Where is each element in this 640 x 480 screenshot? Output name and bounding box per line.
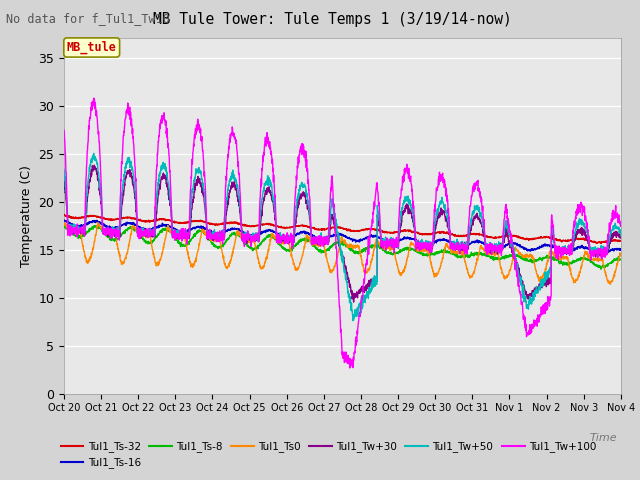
Tul1_Ts-32 xyxy=(116,216,124,222)
Tul1_Tw+100 xyxy=(116,210,124,216)
Tul1_Tw+30 xyxy=(236,210,244,216)
Tul1_Ts-32 xyxy=(609,238,617,244)
Tul1_Ts-32 xyxy=(597,240,605,246)
Tul1_Tw+100 xyxy=(346,365,354,371)
Tul1_Ts-32 xyxy=(617,238,625,243)
Tul1_Tw+50 xyxy=(236,204,244,210)
Tul1_Tw+100 xyxy=(617,221,625,227)
Tul1_Ts-16 xyxy=(376,235,384,241)
Text: MB_tule: MB_tule xyxy=(67,41,116,54)
Line: Tul1_Ts-16: Tul1_Ts-16 xyxy=(64,220,621,255)
Tul1_Ts-16 xyxy=(617,247,625,252)
Tul1_Ts-16 xyxy=(609,246,617,252)
Tul1_Ts0 xyxy=(236,230,244,236)
Tul1_Tw+50 xyxy=(617,233,625,239)
Tul1_Ts-8 xyxy=(116,234,124,240)
Line: Tul1_Tw+30: Tul1_Tw+30 xyxy=(64,165,621,302)
Tul1_Ts-8 xyxy=(236,234,244,240)
Tul1_Tw+50 xyxy=(542,273,550,279)
Tul1_Ts0 xyxy=(617,251,625,257)
Tul1_Tw+50 xyxy=(376,225,384,230)
Tul1_Tw+100 xyxy=(376,224,384,230)
Tul1_Ts0 xyxy=(510,252,518,258)
Tul1_Tw+100 xyxy=(90,95,98,101)
Tul1_Tw+100 xyxy=(236,189,244,194)
Tul1_Tw+50 xyxy=(60,167,68,172)
Tul1_Ts-8 xyxy=(60,224,68,229)
Tul1_Tw+50 xyxy=(116,229,124,235)
Tul1_Ts0 xyxy=(609,275,617,281)
Tul1_Ts-16 xyxy=(61,217,68,223)
Tul1_Ts-8 xyxy=(617,257,625,263)
Tul1_Ts-16 xyxy=(542,243,550,249)
Line: Tul1_Ts-8: Tul1_Ts-8 xyxy=(64,226,621,269)
Tul1_Tw+50 xyxy=(609,223,617,228)
Tul1_Tw+30 xyxy=(617,235,625,240)
Tul1_Ts-16 xyxy=(595,252,603,258)
Line: Tul1_Ts0: Tul1_Ts0 xyxy=(64,222,621,284)
Tul1_Ts-16 xyxy=(236,228,244,233)
Tul1_Ts-32 xyxy=(376,228,383,233)
Tul1_Tw+30 xyxy=(116,230,124,236)
Tul1_Ts0 xyxy=(116,253,124,259)
Tul1_Tw+100 xyxy=(609,212,617,218)
Tul1_Tw+50 xyxy=(90,151,97,156)
Tul1_Ts0 xyxy=(60,219,68,225)
Tul1_Tw+100 xyxy=(542,303,550,309)
Tul1_Ts-16 xyxy=(510,240,518,246)
Tul1_Tw+30 xyxy=(350,299,358,305)
Line: Tul1_Tw+50: Tul1_Tw+50 xyxy=(64,154,621,321)
Tul1_Ts-16 xyxy=(60,218,68,224)
Tul1_Tw+30 xyxy=(90,162,98,168)
Tul1_Ts-16 xyxy=(116,223,124,229)
Tul1_Tw+50 xyxy=(511,250,518,256)
Tul1_Ts-32 xyxy=(541,235,549,240)
Tul1_Tw+100 xyxy=(511,255,518,261)
Tul1_Tw+30 xyxy=(542,276,550,282)
Tul1_Ts0 xyxy=(541,266,549,272)
Tul1_Ts-8 xyxy=(91,223,99,228)
Tul1_Tw+30 xyxy=(60,178,68,184)
Line: Tul1_Tw+100: Tul1_Tw+100 xyxy=(64,98,621,368)
Line: Tul1_Ts-32: Tul1_Ts-32 xyxy=(64,215,621,243)
Legend: Tul1_Ts-32, Tul1_Ts-16, Tul1_Ts-8, Tul1_Ts0, Tul1_Tw+30, Tul1_Tw+50, Tul1_Tw+100: Tul1_Ts-32, Tul1_Ts-16, Tul1_Ts-8, Tul1_… xyxy=(56,437,600,472)
Tul1_Ts0 xyxy=(606,281,614,287)
Text: Time: Time xyxy=(590,433,618,443)
Text: MB Tule Tower: Tule Temps 1 (3/19/14-now): MB Tule Tower: Tule Temps 1 (3/19/14-now… xyxy=(154,12,512,27)
Tul1_Ts-32 xyxy=(510,233,518,239)
Tul1_Tw+100 xyxy=(60,127,68,133)
Text: No data for f_Tul1_Tw10: No data for f_Tul1_Tw10 xyxy=(6,12,170,25)
Tul1_Ts-8 xyxy=(376,246,384,252)
Tul1_Ts0 xyxy=(376,242,383,248)
Tul1_Ts-8 xyxy=(542,254,550,260)
Y-axis label: Temperature (C): Temperature (C) xyxy=(20,165,33,267)
Tul1_Ts-8 xyxy=(609,258,617,264)
Tul1_Ts-32 xyxy=(236,220,244,226)
Tul1_Tw+30 xyxy=(609,232,617,238)
Tul1_Ts-8 xyxy=(597,266,605,272)
Tul1_Ts-8 xyxy=(510,252,518,258)
Tul1_Tw+30 xyxy=(376,229,384,235)
Tul1_Ts-32 xyxy=(60,212,68,217)
Tul1_Tw+30 xyxy=(511,255,518,261)
Tul1_Tw+50 xyxy=(349,318,356,324)
